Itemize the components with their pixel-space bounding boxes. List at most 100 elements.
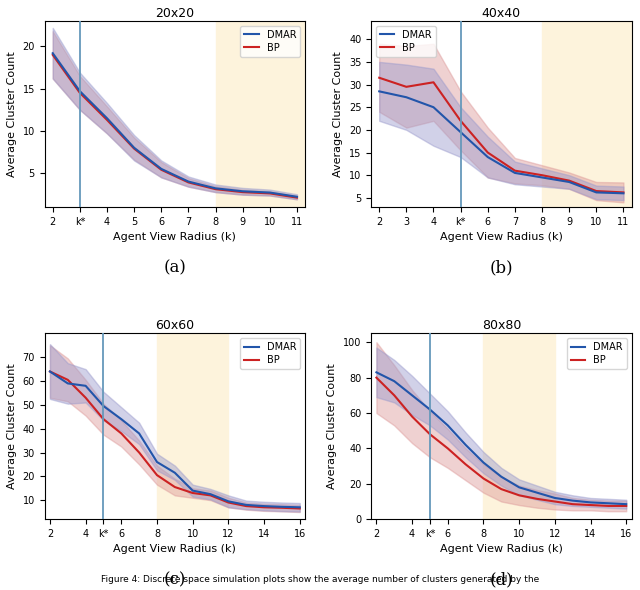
Line: DMAR: DMAR <box>380 91 623 194</box>
Line: DMAR: DMAR <box>50 372 300 507</box>
DMAR <box>184 178 192 185</box>
X-axis label: Agent View Radius (k): Agent View Radius (k) <box>113 545 236 555</box>
DMAR <box>82 382 90 389</box>
DMAR <box>429 104 437 111</box>
BP <box>569 501 577 508</box>
BP <box>457 117 465 124</box>
BP <box>565 177 573 184</box>
DMAR <box>131 144 138 151</box>
DMAR <box>533 489 541 496</box>
BP <box>429 78 437 86</box>
BP <box>76 89 84 96</box>
BP <box>266 190 274 197</box>
DMAR <box>551 494 559 501</box>
Bar <box>483 333 555 519</box>
BP <box>212 186 220 193</box>
DMAR <box>593 189 600 196</box>
DMAR <box>135 430 143 437</box>
BP <box>46 368 54 375</box>
DMAR <box>620 190 627 197</box>
DMAR <box>622 501 630 508</box>
DMAR <box>403 94 410 101</box>
DMAR <box>408 392 416 399</box>
Y-axis label: Average Cluster Count: Average Cluster Count <box>333 51 343 177</box>
DMAR <box>479 459 487 466</box>
DMAR <box>376 88 383 95</box>
DMAR <box>569 497 577 504</box>
BP <box>131 145 138 152</box>
Legend: DMAR, BP: DMAR, BP <box>567 338 627 369</box>
DMAR <box>266 189 274 196</box>
Text: (c): (c) <box>164 571 186 588</box>
BP <box>408 413 416 420</box>
Line: BP: BP <box>52 55 297 198</box>
DMAR <box>157 165 165 172</box>
BP <box>620 189 627 196</box>
BP <box>260 504 268 511</box>
DMAR <box>212 185 220 192</box>
BP <box>157 166 165 173</box>
DMAR <box>100 402 108 409</box>
Text: Figure 4: Discrete space simulation plots show the average number of clusters ge: Figure 4: Discrete space simulation plot… <box>101 575 539 584</box>
BP <box>243 503 250 510</box>
Line: DMAR: DMAR <box>376 372 626 504</box>
DMAR <box>538 174 546 181</box>
BP <box>426 431 434 438</box>
DMAR <box>49 50 56 57</box>
DMAR <box>484 153 492 160</box>
BP <box>153 471 161 478</box>
Legend: DMAR, BP: DMAR, BP <box>241 338 300 369</box>
Title: 80x80: 80x80 <box>482 319 521 332</box>
Line: DMAR: DMAR <box>52 53 297 197</box>
BP <box>444 445 452 452</box>
Title: 20x20: 20x20 <box>156 7 195 20</box>
Legend: DMAR, BP: DMAR, BP <box>241 26 300 57</box>
BP <box>293 194 301 201</box>
Legend: DMAR, BP: DMAR, BP <box>376 26 436 57</box>
DMAR <box>243 502 250 509</box>
BP <box>515 492 523 499</box>
DMAR <box>239 188 246 195</box>
BP <box>189 490 196 497</box>
DMAR <box>76 88 84 95</box>
DMAR <box>444 422 452 429</box>
DMAR <box>278 503 285 510</box>
BP <box>403 83 410 90</box>
DMAR <box>64 380 72 387</box>
DMAR <box>511 169 519 176</box>
Text: (d): (d) <box>490 571 513 588</box>
BP <box>479 475 487 482</box>
Bar <box>216 21 310 207</box>
BP <box>239 189 246 196</box>
X-axis label: Agent View Radius (k): Agent View Radius (k) <box>113 232 236 242</box>
BP <box>593 188 600 195</box>
BP <box>100 415 108 422</box>
DMAR <box>457 129 465 136</box>
DMAR <box>46 368 54 375</box>
DMAR <box>497 473 505 480</box>
BP <box>296 505 303 512</box>
Title: 40x40: 40x40 <box>482 7 521 20</box>
BP <box>49 51 56 58</box>
DMAR <box>462 441 470 448</box>
Line: BP: BP <box>380 78 623 192</box>
Bar <box>542 21 637 207</box>
DMAR <box>587 499 595 506</box>
BP <box>184 179 192 186</box>
BP <box>622 503 630 510</box>
BP <box>376 74 383 81</box>
Text: (b): (b) <box>490 259 513 276</box>
DMAR <box>225 498 232 505</box>
DMAR <box>426 406 434 413</box>
BP <box>497 486 505 493</box>
DMAR <box>372 369 380 376</box>
DMAR <box>118 415 125 422</box>
BP <box>551 498 559 505</box>
X-axis label: Agent View Radius (k): Agent View Radius (k) <box>440 232 563 242</box>
BP <box>135 449 143 456</box>
BP <box>390 392 398 399</box>
DMAR <box>296 504 303 511</box>
BP <box>207 492 214 499</box>
BP <box>462 461 470 468</box>
DMAR <box>515 484 523 491</box>
